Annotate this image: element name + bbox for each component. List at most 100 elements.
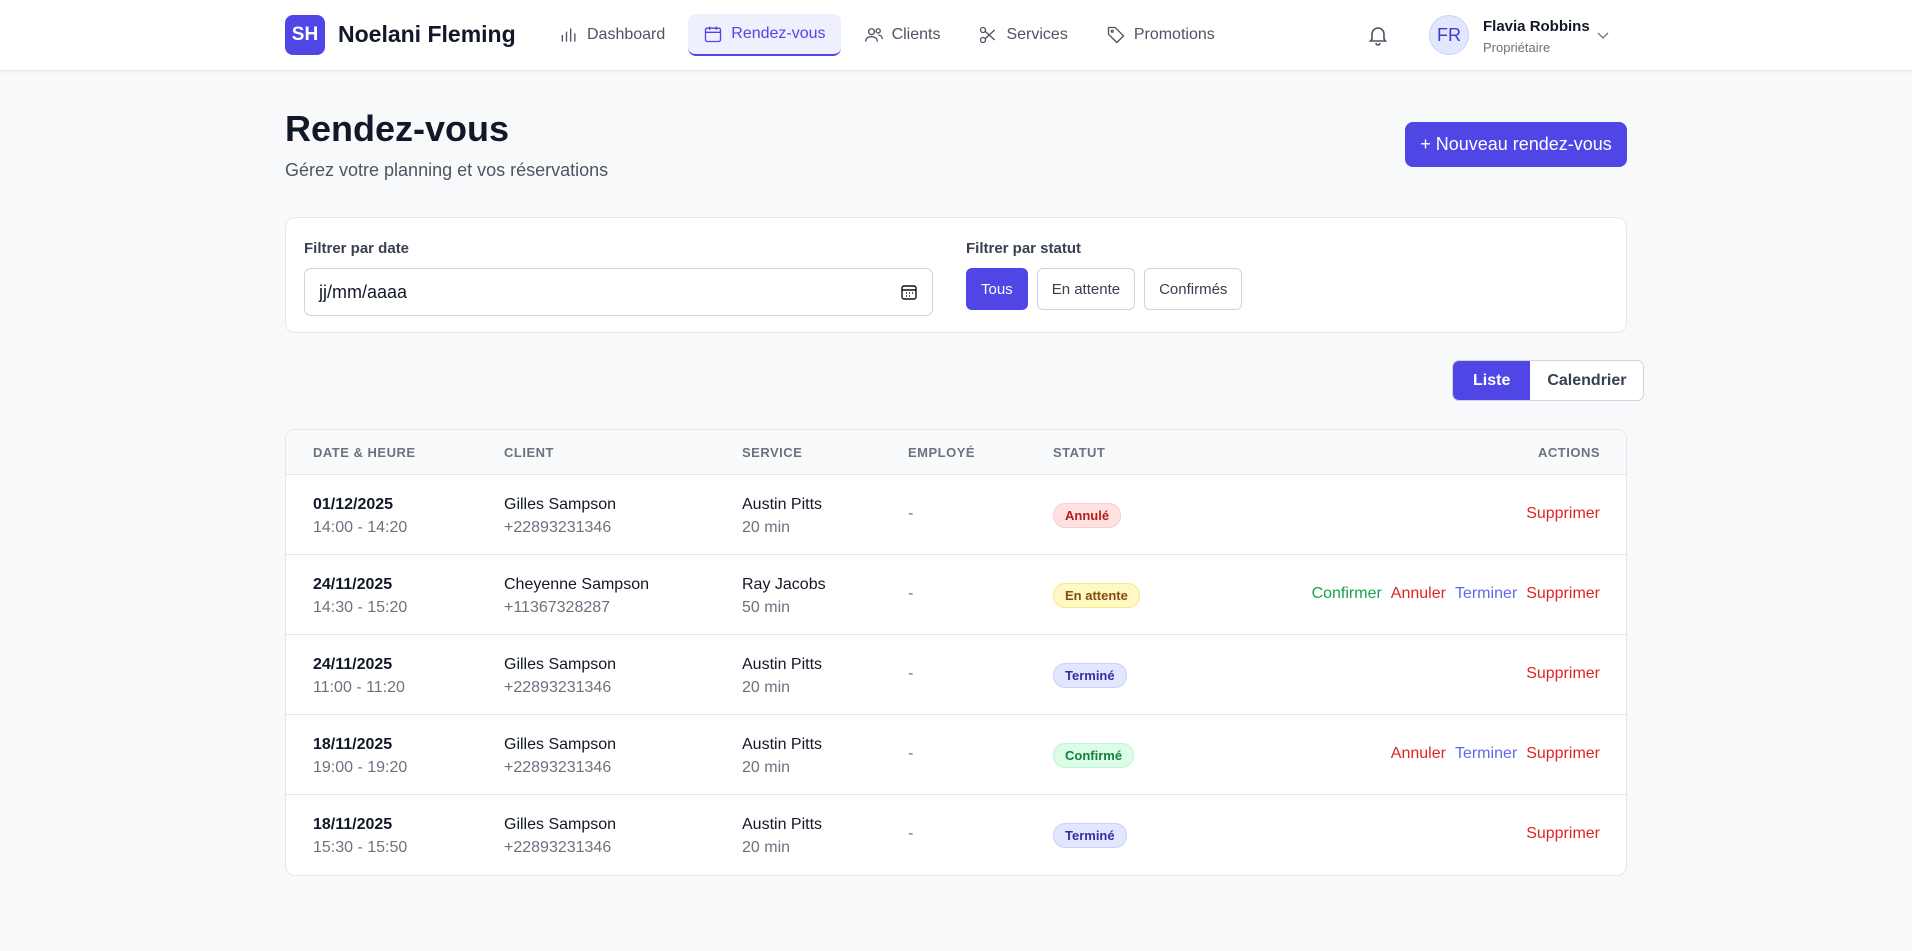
employee: - — [908, 745, 914, 762]
appointment-date: 24/11/2025 — [313, 576, 393, 593]
user-name[interactable]: Flavia Robbins — [1483, 18, 1590, 35]
nav-label: Clients — [891, 26, 941, 43]
chevron-down-icon[interactable] — [1596, 28, 1610, 42]
status-filter-option[interactable]: Tous — [966, 268, 1028, 310]
view-option-liste[interactable]: Liste — [1453, 361, 1531, 400]
row-actions: Supprimer — [1526, 825, 1600, 843]
supprimer-action[interactable]: Supprimer — [1526, 745, 1600, 762]
bar-chart-icon — [561, 28, 576, 42]
nav-label: Services — [1006, 26, 1068, 43]
nav-services[interactable]: Services — [963, 14, 1082, 56]
appointment-date: 18/11/2025 — [313, 816, 393, 833]
appointment-time: 14:30 - 15:20 — [313, 599, 408, 616]
users-icon — [864, 28, 883, 42]
logo[interactable]: SH — [285, 15, 325, 55]
client-phone: +11367328287 — [504, 599, 611, 616]
col-actions: ACTIONS — [1538, 445, 1600, 460]
service-name: Austin Pitts — [742, 816, 823, 833]
employee: - — [908, 505, 914, 522]
appointment-time: 11:00 - 11:20 — [313, 679, 405, 696]
nav-clients[interactable]: Clients — [849, 14, 956, 56]
status-filter-option[interactable]: En attente — [1036, 268, 1136, 310]
service-duration: 20 min — [742, 839, 791, 856]
table-row: 24/11/2025 11:00 - 11:20 Gilles Sampson +2… — [286, 635, 1626, 715]
col-client: CLIENT — [504, 445, 554, 460]
nav-label: Rendez-vous — [731, 25, 826, 42]
terminer-action[interactable]: Terminer — [1454, 585, 1518, 602]
status-badge: En attente — [1053, 583, 1140, 608]
service-name: Austin Pitts — [742, 736, 823, 753]
supprimer-action[interactable]: Supprimer — [1526, 825, 1600, 842]
user-role: Propriétaire — [1483, 40, 1551, 55]
nav-dashboard[interactable]: Dashboard — [544, 14, 680, 56]
appointment-date: 01/12/2025 — [313, 496, 394, 513]
appointment-time: 15:30 - 15:50 — [313, 839, 408, 856]
row-actions: Confirmer Annuler Terminer Supprimer — [1312, 585, 1600, 603]
table-row: 01/12/2025 14:00 - 14:20 Gilles Sampson +2… — [286, 475, 1626, 555]
new-appointment-button[interactable]: + Nouveau rendez-vous — [1405, 122, 1627, 167]
service-duration: 20 min — [742, 519, 791, 536]
service-name: Ray Jacobs — [742, 576, 826, 593]
col-service: SERVICE — [742, 445, 803, 460]
appointments-table: DATE & HEURE CLIENT SERVICE EMPLOYÉ STAT… — [285, 429, 1627, 876]
employee: - — [908, 585, 914, 602]
status-badge: Terminé — [1053, 663, 1127, 688]
view-option-calendrier[interactable]: Calendrier — [1547, 371, 1627, 389]
client-phone: +22893231346 — [504, 759, 612, 776]
col-date: DATE & HEURE — [313, 445, 416, 460]
nav-label: Promotions — [1133, 26, 1215, 43]
client-name: Gilles Sampson — [504, 736, 617, 753]
page-subtitle: Gérez votre planning et vos réservations — [285, 160, 609, 180]
date-placeholder: jj/mm/aaaa — [319, 281, 408, 302]
service-duration: 20 min — [742, 759, 791, 776]
table-header: DATE & HEURE CLIENT SERVICE EMPLOYÉ STAT… — [286, 430, 1626, 475]
row-actions: Annuler Terminer Supprimer — [1391, 745, 1600, 763]
supprimer-action[interactable]: Supprimer — [1526, 665, 1600, 682]
status-badge: Annulé — [1053, 503, 1122, 528]
row-actions: Supprimer — [1526, 505, 1600, 523]
client-name: Cheyenne Sampson — [504, 576, 649, 593]
service-name: Austin Pitts — [742, 496, 823, 513]
appointment-time: 14:00 - 14:20 — [313, 519, 408, 536]
annuler-action[interactable]: Annuler — [1390, 745, 1446, 762]
calendar-icon[interactable] — [900, 283, 918, 301]
confirmer-action[interactable]: Confirmer — [1311, 585, 1382, 602]
client-phone: +22893231346 — [504, 839, 612, 856]
client-name: Gilles Sampson — [504, 496, 617, 513]
employee: - — [908, 825, 914, 842]
col-status: STATUT — [1053, 445, 1106, 460]
supprimer-action[interactable]: Supprimer — [1526, 505, 1600, 522]
page-title: Rendez-vous — [285, 108, 510, 149]
client-phone: +22893231346 — [504, 519, 612, 536]
annuler-action[interactable]: Annuler — [1390, 585, 1446, 602]
service-duration: 20 min — [742, 679, 791, 696]
view-toggle: Liste Calendrier — [1452, 360, 1645, 401]
bell-icon[interactable] — [1366, 23, 1390, 47]
nav-menu: Dashboard Rendez-vous Clients Services Promo… — [544, 14, 1230, 56]
top-nav: SH Noelani Fleming Dashboard Rendez-vous C… — [0, 0, 1912, 71]
terminer-action[interactable]: Terminer — [1454, 745, 1518, 762]
row-actions: Supprimer — [1526, 665, 1600, 683]
date-filter-label: Filtrer par date — [304, 240, 410, 257]
nav-label: Dashboard — [587, 26, 666, 43]
service-duration: 50 min — [742, 599, 791, 616]
client-name: Gilles Sampson — [504, 816, 617, 833]
status-filter-option[interactable]: Confirmés — [1144, 268, 1243, 310]
client-phone: +22893231346 — [504, 679, 612, 696]
avatar[interactable]: FR — [1429, 15, 1469, 55]
supprimer-action[interactable]: Supprimer — [1526, 585, 1600, 602]
table-row: 24/11/2025 14:30 - 15:20 Cheyenne Sampson… — [286, 555, 1626, 635]
appointment-date: 24/11/2025 — [313, 656, 393, 673]
service-name: Austin Pitts — [742, 656, 823, 673]
status-filter-group: Tous En attente Confirmés — [966, 268, 1243, 310]
scissors-icon — [980, 26, 996, 44]
table-row: 18/11/2025 19:00 - 19:20 Gilles Sampson +2… — [286, 715, 1626, 795]
nav-rendez-vous[interactable]: Rendez-vous — [688, 14, 841, 56]
brand-name: Noelani Fleming — [338, 21, 516, 47]
status-badge: Terminé — [1053, 823, 1127, 848]
date-filter-input[interactable]: jj/mm/aaaa — [304, 268, 933, 316]
filters-panel: Filtrer par date jj/mm/aaaa Filtrer par … — [285, 217, 1627, 333]
tag-icon — [1107, 26, 1125, 44]
appointment-date: 18/11/2025 — [313, 736, 393, 753]
nav-promotions[interactable]: Promotions — [1091, 14, 1230, 56]
